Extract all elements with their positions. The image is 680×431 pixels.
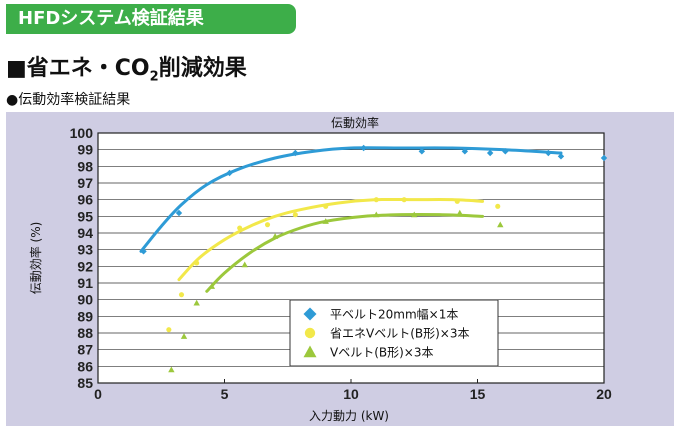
- chart-title: 伝動効率: [331, 115, 379, 130]
- flat-belt-legend-marker: [303, 307, 317, 321]
- energy-saving-v-belt-point: [264, 222, 271, 228]
- y-tick-label: 97: [77, 175, 93, 191]
- flat-belt-point: [545, 149, 552, 157]
- v-belt-point: [193, 299, 200, 306]
- y-axis-label: 伝動効率 (%): [28, 222, 43, 295]
- energy-saving-v-belt-point: [166, 327, 172, 333]
- energy-saving-v-belt-fit-curve: [177, 197, 485, 282]
- v-belt-point: [322, 218, 329, 224]
- v-belt-point: [168, 366, 175, 373]
- v-belt-point: [208, 283, 216, 289]
- energy-saving-v-belt-point: [373, 197, 379, 203]
- v-belt-point: [271, 233, 279, 239]
- energy-saving-v-belt-point: [401, 197, 407, 203]
- y-tick-label: 96: [77, 192, 93, 208]
- y-tick-label: 89: [77, 308, 93, 324]
- header-tab-label: HFDシステム検証結果: [18, 8, 204, 29]
- y-tick-label: 94: [77, 225, 93, 241]
- y-tick-label: 93: [77, 242, 93, 258]
- flat-belt-point: [486, 149, 494, 157]
- x-tick-label: 0: [94, 386, 102, 402]
- energy-saving-v-belt-point: [292, 212, 298, 218]
- x-axis-label: 入力動力 (kW): [309, 409, 389, 423]
- page-heading: ■省エネ・CO2削減効果: [6, 50, 247, 84]
- flat-belt-point: [461, 148, 469, 155]
- plot-frame: [97, 132, 605, 384]
- y-tick-label: 90: [77, 292, 93, 308]
- y-tick-label: 100: [70, 125, 94, 141]
- heading-sub: 2: [149, 69, 159, 85]
- flat-belt-point: [502, 148, 509, 155]
- flat-belt-point: [418, 148, 426, 155]
- x-tick-label: 20: [596, 386, 612, 402]
- v-belt-point: [373, 211, 380, 218]
- y-tick-label: 92: [77, 258, 93, 274]
- y-tick-label: 88: [77, 325, 93, 341]
- energy-saving-v-belt-legend-label: 省エネVベルト(B形)×3本: [330, 327, 470, 341]
- y-tick-label: 99: [77, 142, 93, 158]
- header-tab: HFDシステム検証結果: [6, 4, 296, 34]
- flat-belt-point: [140, 248, 147, 255]
- flat-belt-point: [557, 153, 565, 160]
- flat-belt-point: [360, 144, 367, 152]
- v-belt-point: [180, 333, 188, 339]
- flat-belt-point: [292, 149, 299, 157]
- heading-prefix: ■省エネ・CO: [6, 56, 150, 81]
- energy-saving-v-belt-point: [454, 198, 460, 204]
- energy-saving-v-belt-legend-marker: [304, 327, 316, 339]
- v-belt-point: [241, 261, 248, 268]
- v-belt-legend-marker: [303, 345, 317, 358]
- energy-saving-v-belt-point: [237, 225, 243, 231]
- v-belt-point: [497, 221, 504, 228]
- v-belt-point: [411, 211, 418, 218]
- heading-suffix: 削減効果: [158, 56, 247, 81]
- v-belt-point: [456, 209, 463, 216]
- x-tick-label: 10: [343, 386, 359, 402]
- y-tick-label: 85: [77, 375, 93, 391]
- energy-saving-v-belt-point: [495, 203, 501, 209]
- y-tick-label: 98: [77, 158, 93, 174]
- energy-saving-v-belt-point: [178, 292, 185, 298]
- flat-belt-point: [226, 169, 233, 177]
- v-belt-legend-label: Vベルト(B形)×3本: [330, 346, 434, 360]
- x-tick-label: 15: [470, 386, 486, 402]
- y-tick-label: 87: [77, 342, 93, 358]
- y-tick-label: 91: [77, 275, 93, 291]
- y-tick-label: 86: [77, 358, 93, 374]
- legend-box: [289, 299, 499, 367]
- energy-saving-v-belt-point: [194, 260, 200, 266]
- flat-belt-point: [175, 209, 183, 217]
- page-subheading: ●伝動効率検証結果: [6, 92, 131, 108]
- flat-belt-legend-label: 平ベルト20mm幅×1本: [330, 307, 458, 322]
- flat-belt-point: [600, 154, 608, 162]
- x-tick-label: 5: [221, 386, 229, 402]
- v-belt-fit-curve: [205, 212, 485, 293]
- energy-saving-v-belt-point: [323, 203, 329, 209]
- y-tick-label: 95: [77, 208, 93, 224]
